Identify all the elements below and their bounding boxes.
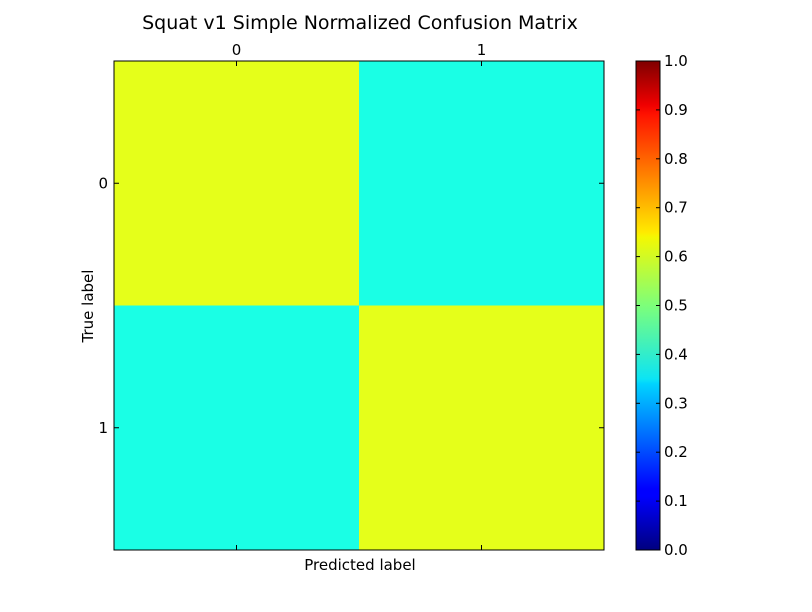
colorbar-tick-label: 0.3 <box>664 394 688 412</box>
y-tick-label: 0 <box>98 174 108 192</box>
matrix-ticks: 0 1 0 1 <box>98 41 604 550</box>
colorbar-tick-label: 0.8 <box>664 150 688 168</box>
colorbar-tick-label: 0.0 <box>664 541 688 559</box>
y-axis-label: True label <box>79 270 97 344</box>
chart-title: Squat v1 Simple Normalized Confusion Mat… <box>142 12 578 34</box>
colorbar-tick-label: 0.4 <box>664 345 688 363</box>
colorbar-tick-label: 0.7 <box>664 199 688 217</box>
colorbar-ticks: 0.0 0.1 0.2 0.3 0.4 0.5 0.6 0.7 0.8 0.9 1.0 <box>636 52 688 559</box>
colorbar-tick-label: 0.2 <box>664 443 688 461</box>
colorbar-tick-label: 0.1 <box>664 492 688 510</box>
x-tick-label: 0 <box>232 41 242 59</box>
colorbar-tick-label: 0.9 <box>664 101 688 119</box>
colorbar-tick-label: 0.5 <box>664 297 688 315</box>
matrix-cell-0-0 <box>114 61 360 306</box>
plot-frame <box>113 60 605 551</box>
x-axis-label: Predicted label <box>304 556 415 574</box>
x-tick-label: 1 <box>477 41 487 59</box>
colorbar-tick-label: 1.0 <box>664 52 688 70</box>
matrix-cells <box>114 61 605 551</box>
colorbar-tick-label: 0.6 <box>664 248 688 266</box>
matrix-cell-1-1 <box>359 305 605 551</box>
matrix-cell-0-1 <box>359 61 605 306</box>
y-tick-label: 1 <box>98 419 108 437</box>
matrix-cell-1-0 <box>114 305 360 551</box>
